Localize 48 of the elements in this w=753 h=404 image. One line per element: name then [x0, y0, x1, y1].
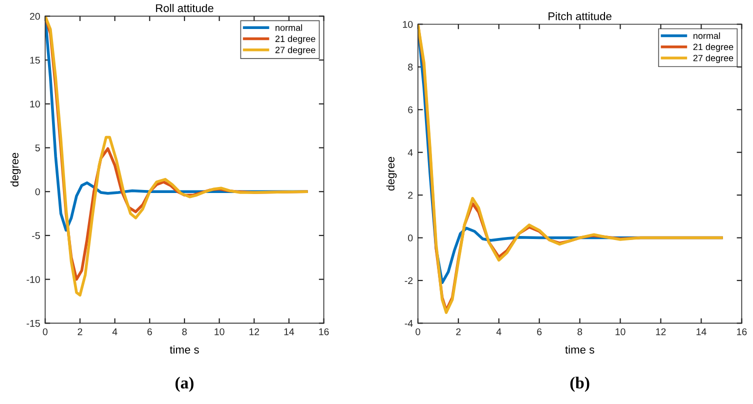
chart-title: Roll attitude — [156, 4, 214, 12]
legend-label: 27 degree — [275, 46, 316, 55]
y-tick-label: 20 — [30, 12, 40, 20]
y-axis-title: degree — [386, 156, 397, 191]
y-tick-label: 0 — [408, 234, 413, 242]
y-tick-label: 2 — [408, 192, 413, 199]
legend-label: 21 degree — [275, 35, 316, 44]
y-tick-label: -4 — [404, 320, 413, 327]
x-tick-label: 10 — [214, 328, 224, 336]
x-axis-title: time s — [565, 345, 594, 354]
chart-title: Pitch attitude — [548, 12, 612, 20]
x-tick-label: 14 — [284, 328, 294, 336]
text: (b) — [570, 376, 590, 392]
y-axis-title: degree — [10, 152, 21, 187]
x-axis-title: time s — [170, 345, 199, 354]
y-tick-label: 6 — [408, 106, 413, 114]
y-tick-label: 15 — [30, 56, 40, 64]
x-tick-label: 2 — [78, 328, 82, 336]
x-tick-label: 4 — [496, 328, 502, 336]
x-tick-label: 0 — [416, 328, 420, 336]
legend-label: normal — [276, 24, 302, 31]
legend-label: 21 degree — [693, 43, 734, 52]
y-tick-label: 10 — [30, 100, 40, 108]
legend-label: normal — [694, 32, 720, 39]
text: (a) — [176, 376, 194, 392]
x-tick-label: 8 — [578, 328, 582, 336]
x-tick-label: 16 — [319, 328, 329, 336]
x-tick-label: 0 — [42, 328, 48, 336]
y-tick-label: -2 — [404, 277, 413, 284]
y-tick-label: -10 — [26, 276, 40, 283]
y-tick-label: 8 — [408, 64, 413, 71]
x-tick-label: 12 — [656, 328, 666, 336]
x-tick-label: 6 — [537, 328, 542, 336]
y-tick-label: 4 — [408, 149, 413, 156]
x-tick-label: 6 — [147, 328, 152, 336]
y-tick-label: -5 — [32, 232, 40, 240]
x-tick-label: 10 — [616, 328, 626, 336]
y-tick-label: 5 — [35, 144, 40, 152]
legend-label: 27 degree — [693, 54, 734, 64]
y-tick-label: -15 — [26, 320, 40, 327]
y-tick-label: 10 — [402, 20, 413, 28]
x-tick-label: 4 — [112, 328, 118, 336]
y-tick-label: 0 — [35, 188, 40, 196]
x-tick-label: 14 — [696, 328, 706, 336]
x-tick-label: 8 — [182, 328, 187, 336]
x-tick-label: 2 — [456, 328, 461, 336]
x-tick-label: 16 — [737, 328, 747, 336]
x-tick-label: 12 — [249, 328, 260, 336]
